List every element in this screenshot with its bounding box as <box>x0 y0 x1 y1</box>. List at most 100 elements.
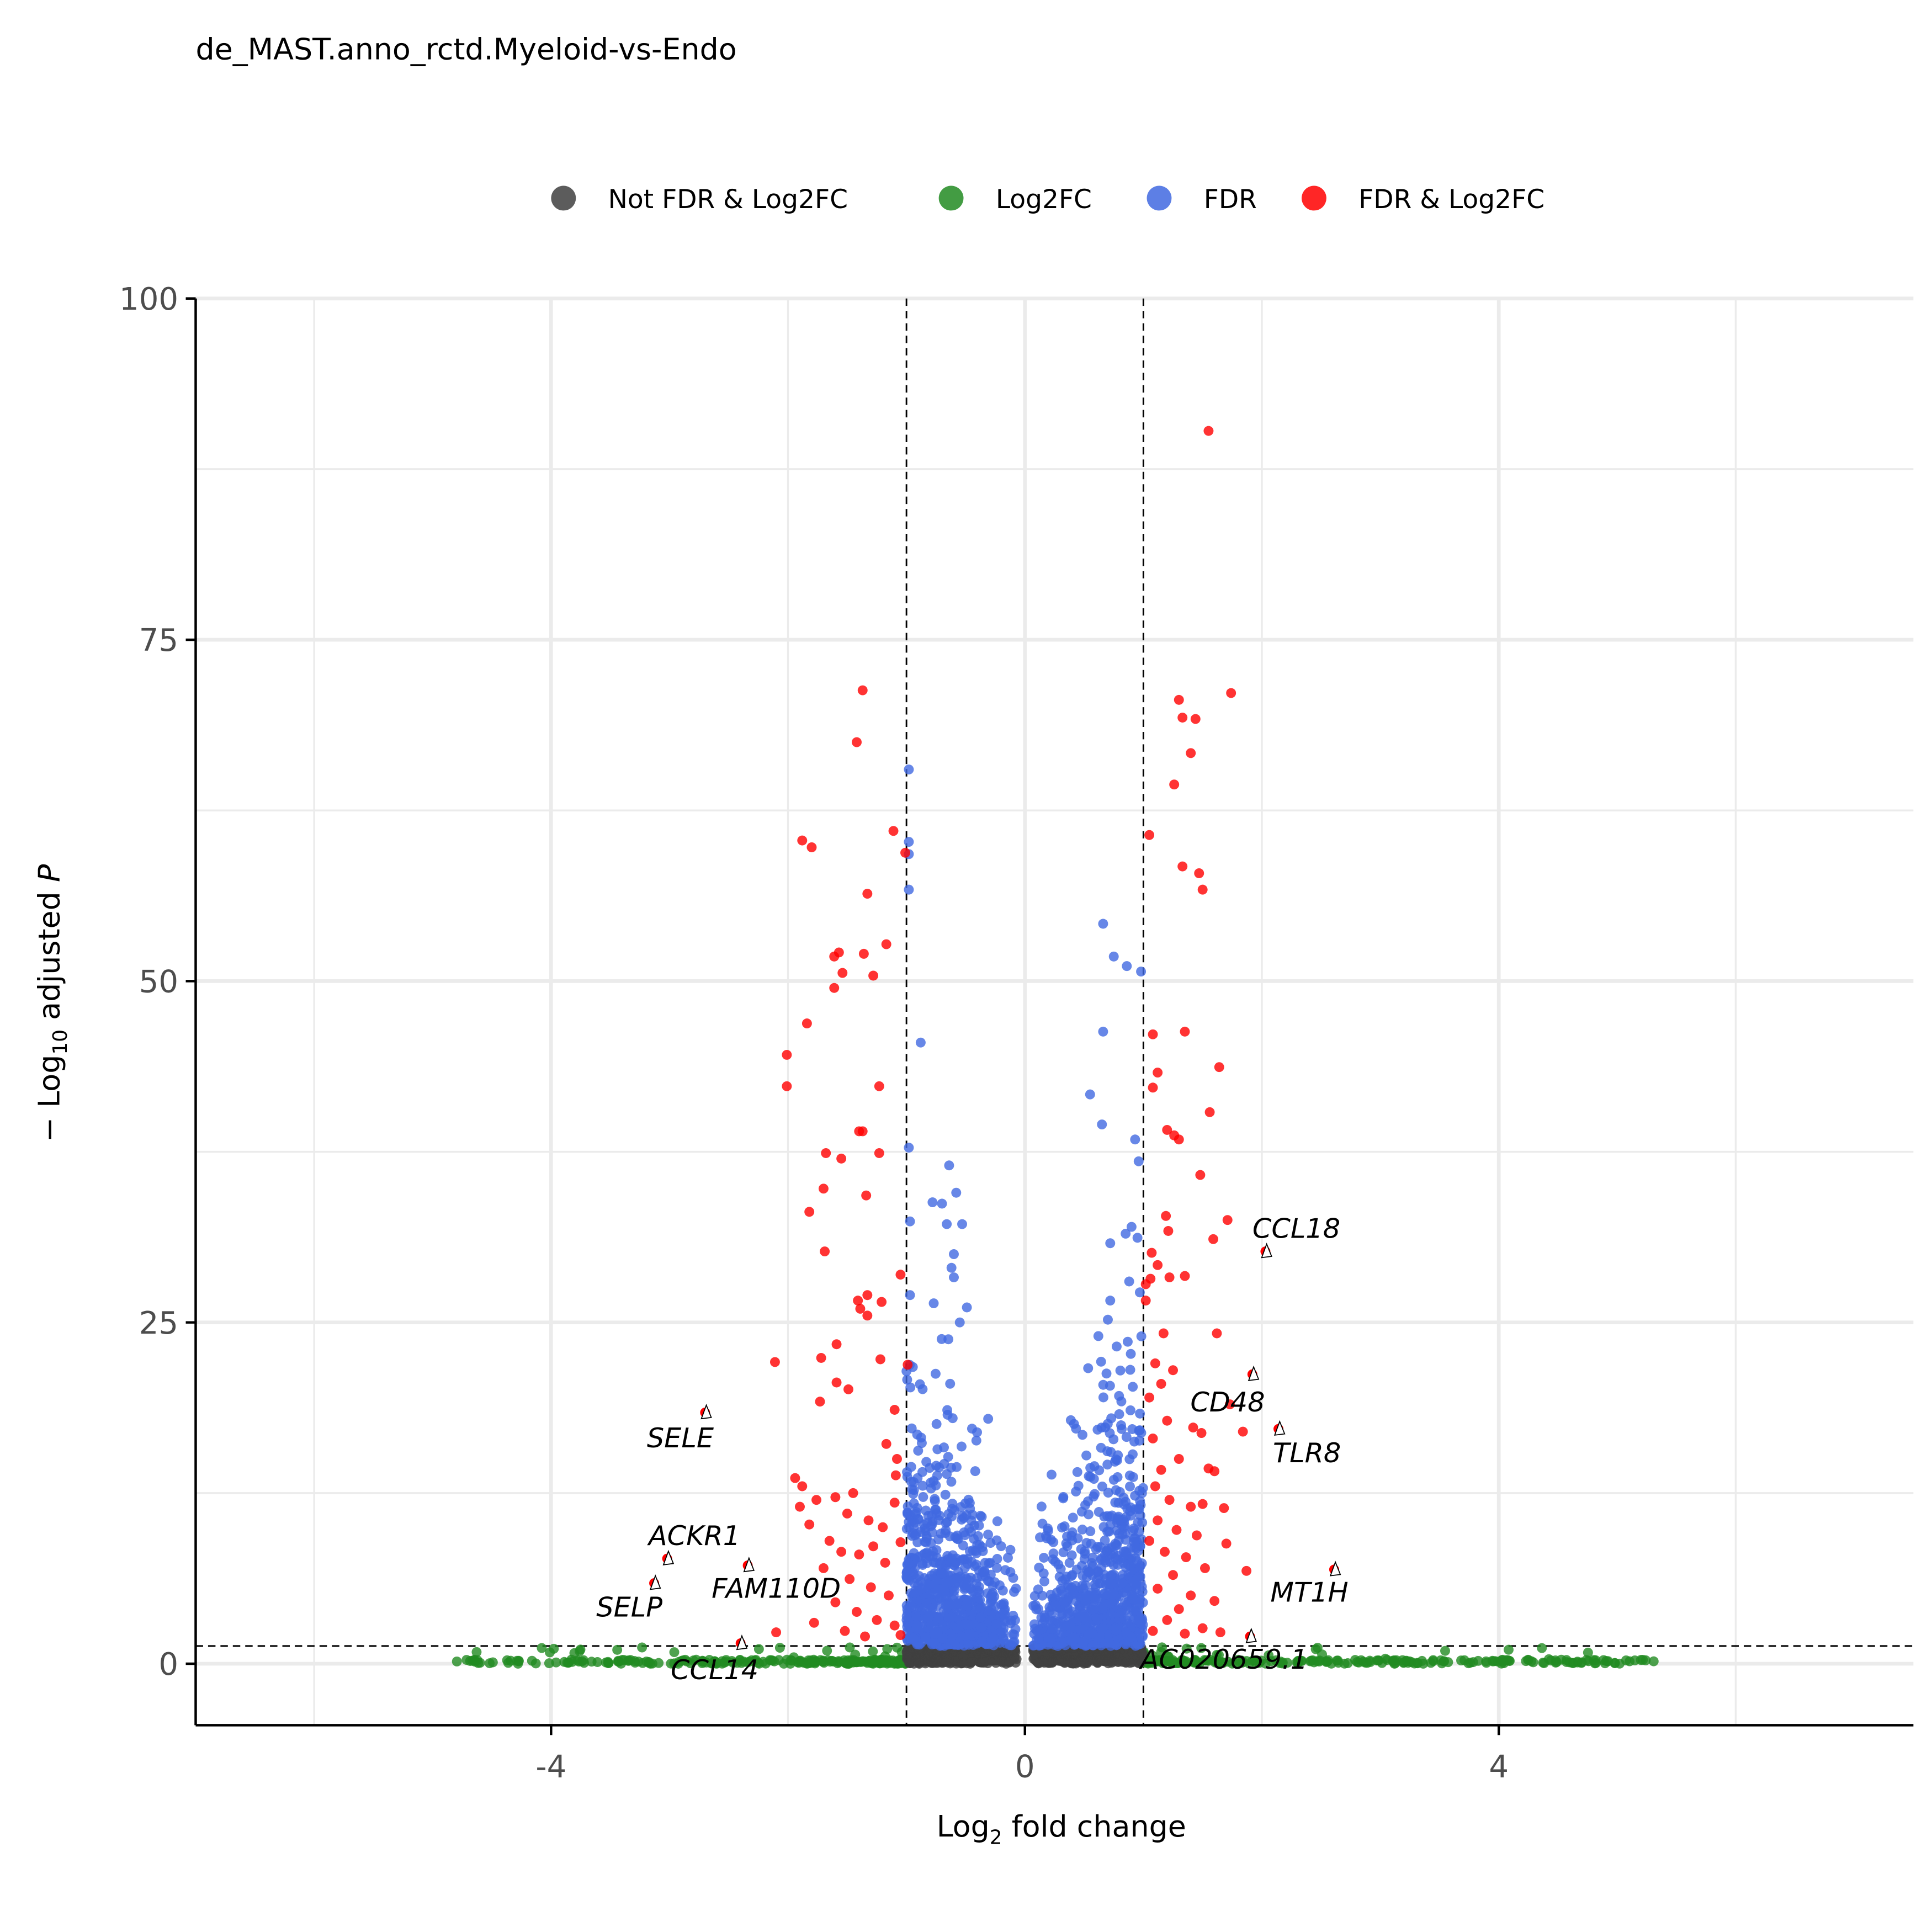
point-both <box>868 970 879 981</box>
point-both <box>771 1627 782 1638</box>
point-fdr <box>1085 1089 1095 1100</box>
point-fdr <box>1136 1427 1147 1438</box>
point-fdr <box>1136 1331 1147 1341</box>
point-fdr <box>996 1541 1006 1552</box>
point-fdr <box>928 1588 938 1599</box>
point-fdr <box>1053 1641 1063 1651</box>
point-fdr <box>938 1584 949 1594</box>
point-fdr <box>1127 1424 1138 1434</box>
point-fc <box>502 1655 512 1665</box>
point-fc <box>1388 1655 1398 1666</box>
point-fdr <box>1128 1606 1139 1617</box>
point-both <box>1174 1134 1184 1145</box>
point-fdr <box>1079 1612 1089 1622</box>
point-both <box>782 1081 792 1091</box>
legend-key-both <box>1302 185 1326 211</box>
point-fc <box>1372 1655 1382 1666</box>
axes: 0 25 50 75 100 -4 0 4 <box>119 282 1914 1785</box>
gene-label: ACKR1 <box>647 1520 740 1552</box>
point-fdr <box>1121 1432 1132 1442</box>
point-fdr <box>1129 1543 1139 1553</box>
point-fdr <box>1111 1625 1122 1636</box>
point-fdr <box>1073 1533 1083 1543</box>
point-fdr <box>984 1558 994 1569</box>
point-fdr <box>976 1622 986 1633</box>
point-fdr <box>942 1409 953 1420</box>
point-both <box>852 1607 862 1617</box>
point-fdr <box>1097 1604 1108 1614</box>
point-both <box>1180 1271 1190 1281</box>
point-fc <box>1590 1658 1600 1669</box>
point-fc <box>1572 1657 1583 1668</box>
points <box>452 426 1659 1669</box>
point-both <box>857 1126 868 1137</box>
point-fdr <box>939 1459 949 1469</box>
point-fc <box>822 1646 832 1656</box>
point-both <box>790 1473 800 1483</box>
point-fc <box>1528 1657 1538 1668</box>
point-both <box>818 1563 829 1573</box>
point-both <box>1180 1628 1190 1639</box>
point-fdr <box>944 1577 954 1588</box>
point-fdr <box>1103 1488 1113 1498</box>
point-fdr <box>1093 1331 1103 1341</box>
point-fc <box>1339 1658 1350 1669</box>
point-both <box>837 968 848 978</box>
point-fdr <box>926 1570 937 1581</box>
point-fdr <box>992 1516 1002 1526</box>
point-both <box>1174 694 1184 705</box>
point-fdr <box>1121 1228 1131 1239</box>
point-fdr <box>979 1567 990 1578</box>
point-fdr <box>928 1298 939 1309</box>
point-fdr <box>1084 1590 1094 1601</box>
label-pointer-icon <box>1261 1243 1272 1259</box>
point-fdr <box>1097 1119 1107 1130</box>
point-both <box>1160 1547 1170 1557</box>
point-both <box>861 1190 872 1201</box>
point-fdr <box>1129 1436 1139 1447</box>
point-fdr <box>1128 1449 1138 1459</box>
point-fdr <box>992 1554 1002 1564</box>
point-fdr <box>951 1187 962 1198</box>
point-both <box>866 1582 876 1593</box>
point-both <box>1191 1530 1202 1541</box>
point-fdr <box>931 1545 942 1556</box>
point-both <box>1212 1328 1222 1339</box>
point-both <box>804 1519 815 1530</box>
point-both <box>863 1515 874 1526</box>
point-fdr <box>1119 1522 1129 1533</box>
point-fdr <box>1094 1465 1105 1475</box>
point-both <box>1219 1503 1229 1514</box>
point-fdr <box>945 1634 956 1644</box>
point-fdr <box>925 1551 935 1562</box>
point-ns <box>1103 1654 1114 1665</box>
point-fdr <box>911 1622 922 1632</box>
point-fdr <box>967 1424 977 1434</box>
point-fdr <box>1098 919 1108 929</box>
point-fdr <box>1085 1472 1096 1482</box>
point-both <box>872 1615 882 1625</box>
point-fc <box>868 1646 878 1657</box>
point-fdr <box>911 1528 921 1539</box>
point-fc <box>1365 1655 1375 1666</box>
point-fdr <box>917 1480 928 1491</box>
point-fdr <box>942 1469 952 1479</box>
gene-label: CD48 <box>1190 1386 1265 1418</box>
point-fdr <box>983 1530 994 1540</box>
point-fc <box>1481 1658 1492 1668</box>
point-fdr <box>960 1498 970 1509</box>
point-fdr <box>1136 967 1147 977</box>
point-fdr <box>944 1160 954 1171</box>
point-both <box>1150 1481 1160 1492</box>
point-both <box>1140 1279 1151 1289</box>
point-both <box>834 947 844 958</box>
point-fdr <box>956 1441 967 1452</box>
point-fdr <box>1127 1593 1138 1604</box>
point-fdr <box>1029 1619 1039 1630</box>
point-fdr <box>1066 1550 1077 1561</box>
point-fdr <box>1080 1500 1090 1510</box>
legend-key-fdr <box>1147 185 1172 211</box>
point-fdr <box>928 1476 939 1487</box>
point-both <box>1180 1026 1190 1037</box>
point-fc <box>1156 1647 1166 1657</box>
